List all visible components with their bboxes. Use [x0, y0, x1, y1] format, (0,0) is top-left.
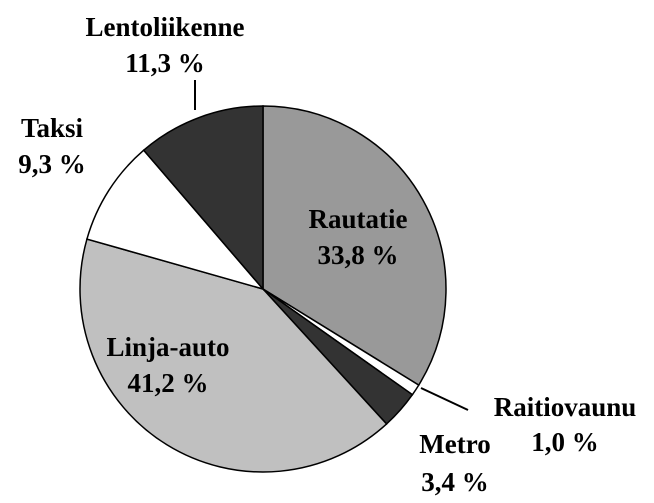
- pie-slice: [79, 238, 388, 473]
- value-label: 3,4 %: [421, 467, 489, 497]
- value-label: 9,3 %: [18, 149, 86, 179]
- value-label: 11,3 %: [125, 48, 205, 78]
- pie-slice: [86, 149, 266, 291]
- slice-label: Metro: [419, 429, 490, 459]
- value-label: 33,8 %: [318, 240, 399, 270]
- slice-label: Rautatie: [309, 204, 408, 234]
- slice-label: Raitiovaunu: [494, 392, 637, 422]
- value-label: 1,0 %: [531, 427, 599, 457]
- slice-label: Linja-auto: [106, 332, 229, 362]
- value-label: 41,2 %: [128, 368, 209, 398]
- slice-label: Lentoliikenne: [85, 12, 244, 42]
- pie-slice: [142, 105, 264, 292]
- leader-line: [420, 387, 469, 411]
- slice-label: Taksi: [21, 113, 84, 143]
- pie-slice: [262, 105, 447, 387]
